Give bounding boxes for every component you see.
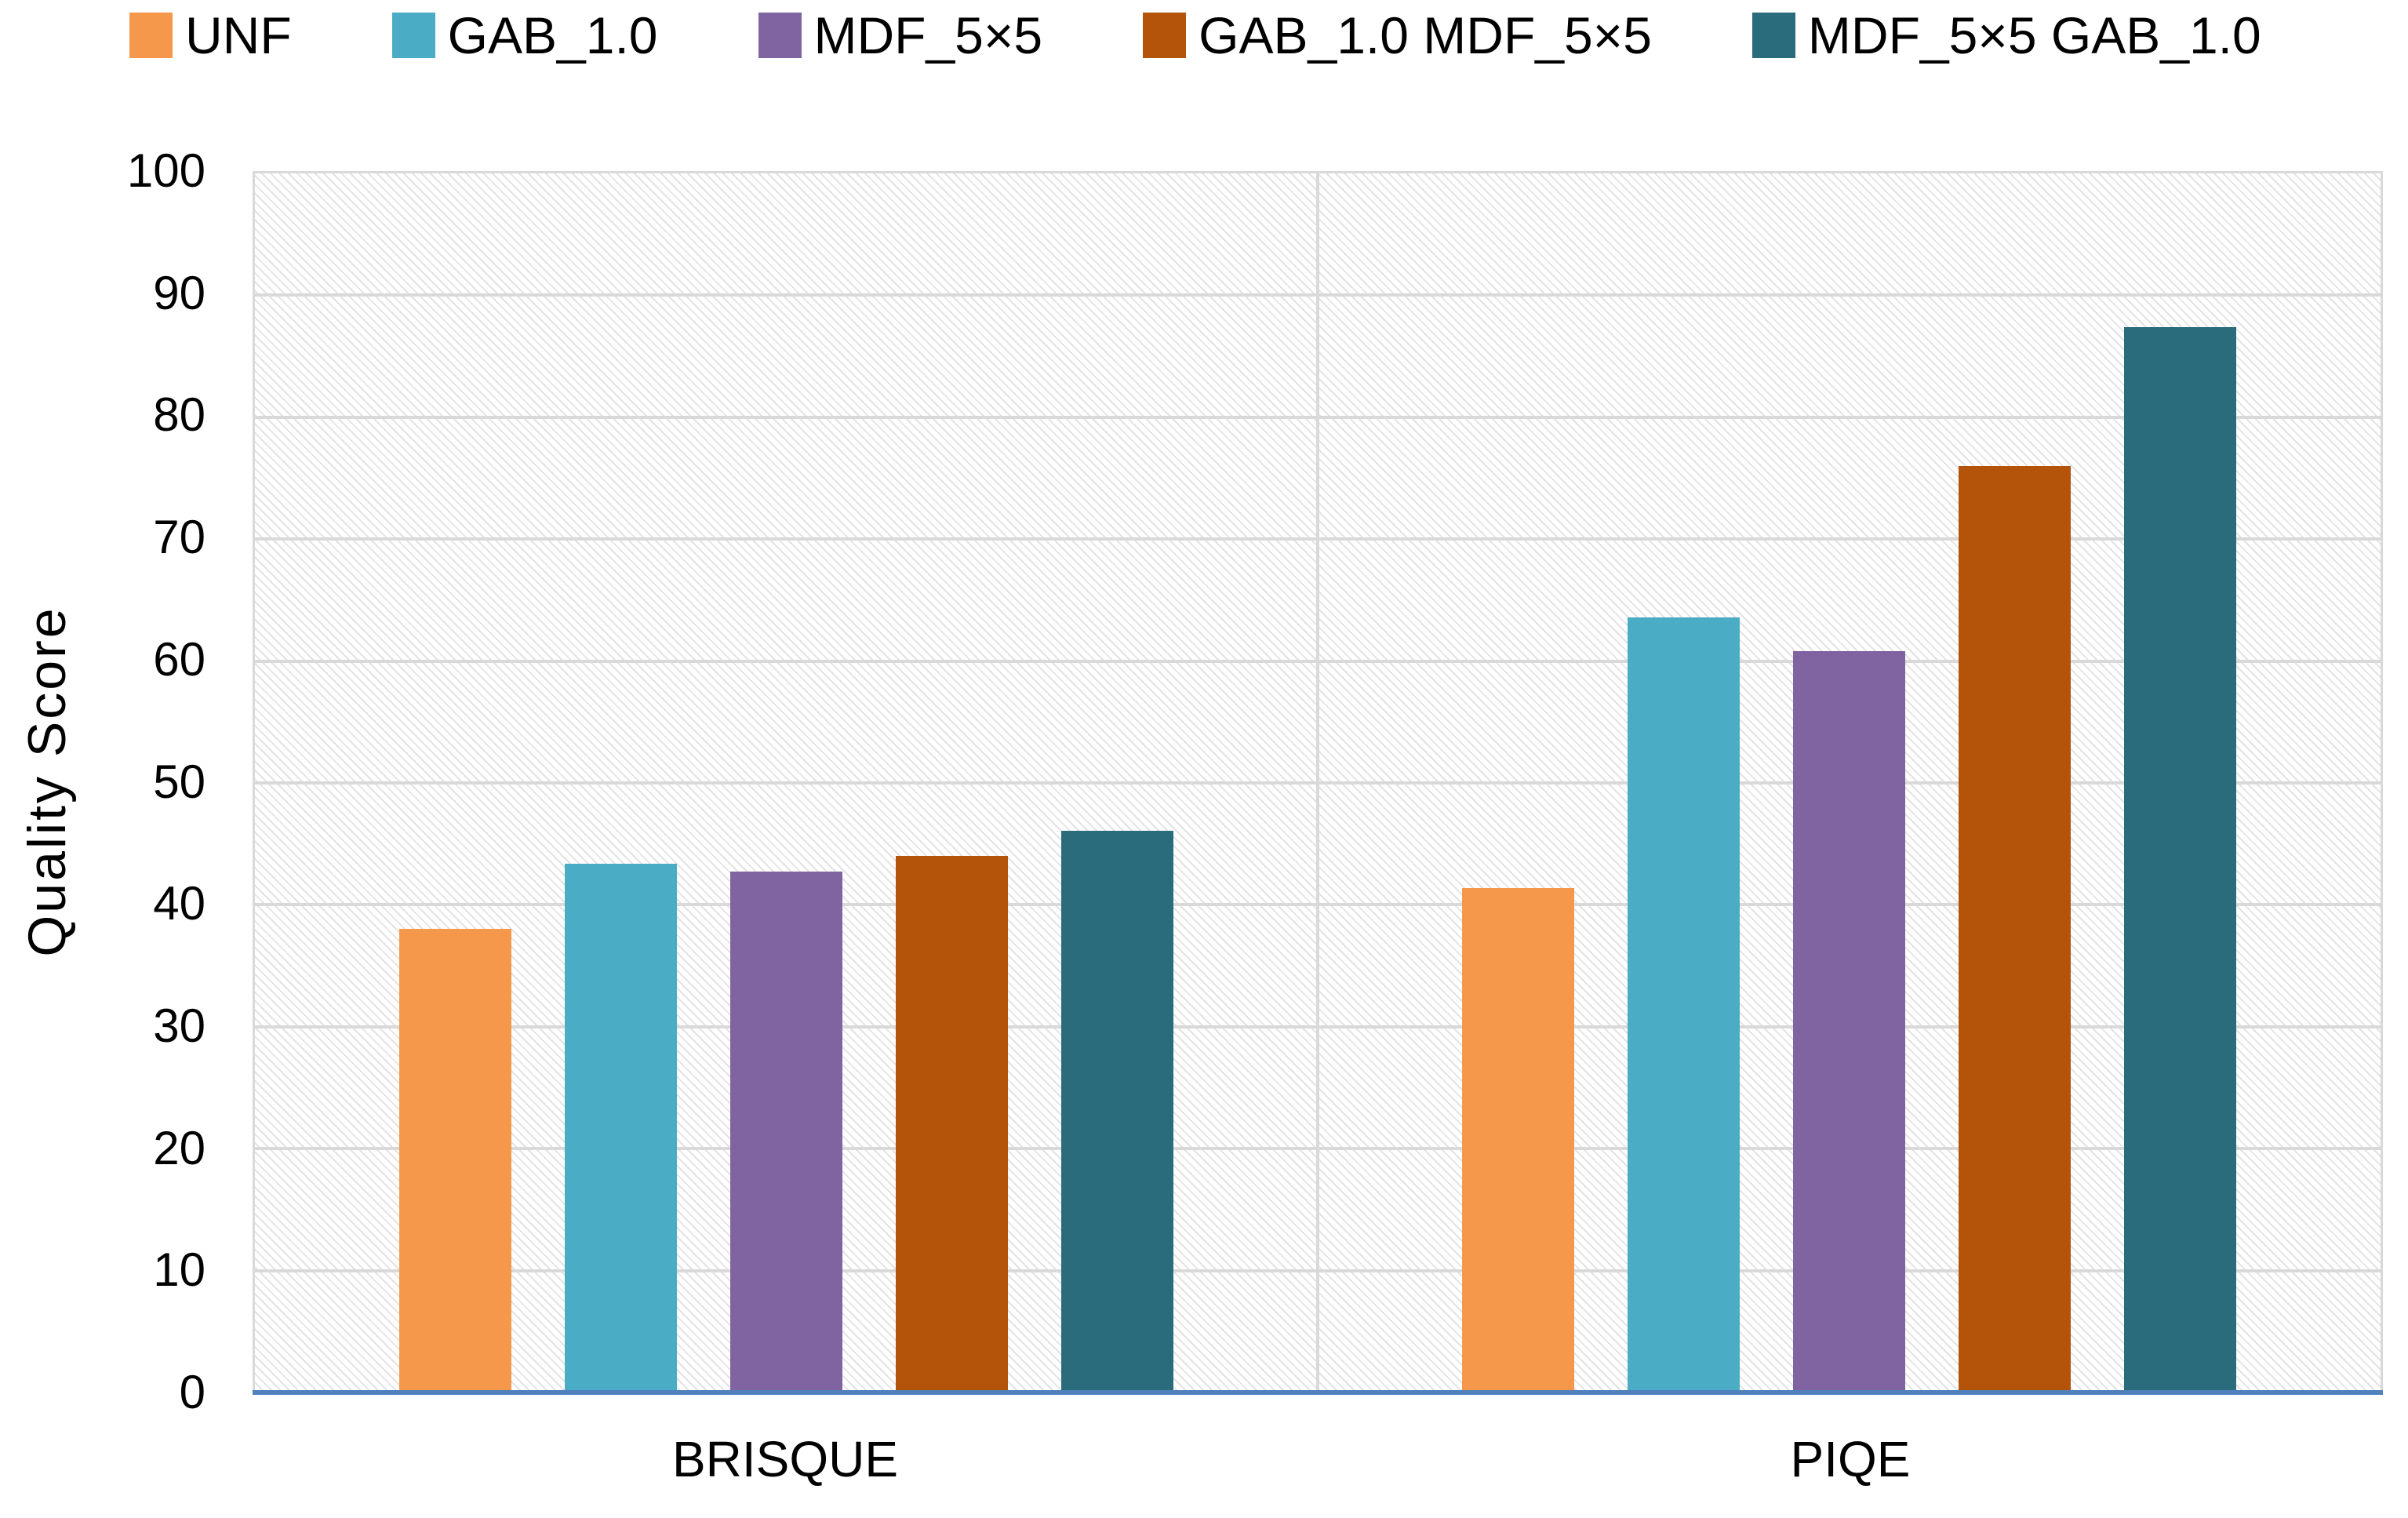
y-tick-100: 100 xyxy=(126,144,206,197)
gridline-10 xyxy=(255,1269,2381,1272)
gridline-30 xyxy=(255,1025,2381,1028)
y-tick-70: 70 xyxy=(153,511,206,564)
bar-piqe-mdf-5-5-gab-1-0 xyxy=(2124,326,2236,1392)
category-label-brisque: BRISQUE xyxy=(671,1431,899,1487)
legend-swatch-gab-1-0-mdf-5-5 xyxy=(1143,13,1187,58)
gridline-40 xyxy=(255,903,2381,907)
legend-label-mdf-5-5-gab-1-0: MDF_5×5 GAB_1.0 xyxy=(1807,6,2261,64)
y-tick-90: 90 xyxy=(153,266,206,319)
bar-piqe-mdf-5-5 xyxy=(1793,651,1905,1392)
bar-piqe-unf xyxy=(1462,887,1574,1392)
legend-item-gab-1-0: GAB_1.0 xyxy=(391,6,658,64)
legend-swatch-mdf-5-5 xyxy=(758,13,802,58)
bar-brisque-gab-1-0-mdf-5-5 xyxy=(896,856,1008,1392)
legend-swatch-unf xyxy=(129,13,173,58)
bar-piqe-gab-1-0 xyxy=(1628,617,1740,1392)
x-axis-baseline xyxy=(253,1390,2383,1395)
gridline-70 xyxy=(255,537,2381,541)
y-tick-30: 30 xyxy=(153,999,206,1052)
y-tick-20: 20 xyxy=(153,1121,206,1174)
bar-group-piqe xyxy=(1318,173,2381,1392)
legend-item-unf: UNF xyxy=(129,9,292,61)
y-tick-40: 40 xyxy=(153,877,206,930)
gridline-20 xyxy=(255,1147,2381,1151)
y-tick-50: 50 xyxy=(153,755,206,808)
bar-brisque-gab-1-0 xyxy=(565,863,677,1392)
legend-label-unf: UNF xyxy=(185,6,292,64)
bar-brisque-unf xyxy=(399,929,511,1392)
x-axis-category-labels: BRISQUE PIQE xyxy=(253,1429,2383,1490)
legend: UNF GAB_1.0 MDF_5×5 GAB_1.0 MDF_5×5 MDF_5×5 … xyxy=(129,9,2261,61)
legend-swatch-mdf-5-5-gab-1-0 xyxy=(1751,13,1795,58)
y-tick-60: 60 xyxy=(153,632,206,686)
bar-brisque-mdf-5-5-gab-1-0 xyxy=(1061,830,1173,1392)
gridline-90 xyxy=(255,293,2381,297)
bar-brisque-mdf-5-5 xyxy=(730,872,842,1392)
y-tick-10: 10 xyxy=(153,1243,206,1297)
legend-item-mdf-5-5: MDF_5×5 xyxy=(758,6,1043,64)
y-tick-80: 80 xyxy=(153,388,206,442)
y-axis-tick-labels: 0 10 20 30 40 50 60 70 80 90 100 xyxy=(0,147,206,1416)
legend-label-gab-1-0-mdf-5-5: GAB_1.0 MDF_5×5 xyxy=(1199,6,1652,64)
legend-item-mdf-5-5-gab-1-0: MDF_5×5 GAB_1.0 xyxy=(1751,6,2261,64)
y-tick-0: 0 xyxy=(179,1366,206,1418)
gridline-60 xyxy=(255,659,2381,663)
bar-group-brisque xyxy=(255,173,1318,1392)
legend-label-gab-1-0: GAB_1.0 xyxy=(447,6,658,64)
gridline-50 xyxy=(255,781,2381,784)
legend-swatch-gab-1-0 xyxy=(391,13,435,58)
category-label-piqe: PIQE xyxy=(1790,1431,1911,1487)
bar-piqe-gab-1-0-mdf-5-5 xyxy=(1959,465,2071,1392)
legend-label-mdf-5-5: MDF_5×5 xyxy=(813,6,1043,64)
legend-item-gab-1-0-mdf-5-5: GAB_1.0 MDF_5×5 xyxy=(1143,9,1652,61)
gridline-80 xyxy=(255,415,2381,419)
plot-area xyxy=(253,171,2383,1395)
